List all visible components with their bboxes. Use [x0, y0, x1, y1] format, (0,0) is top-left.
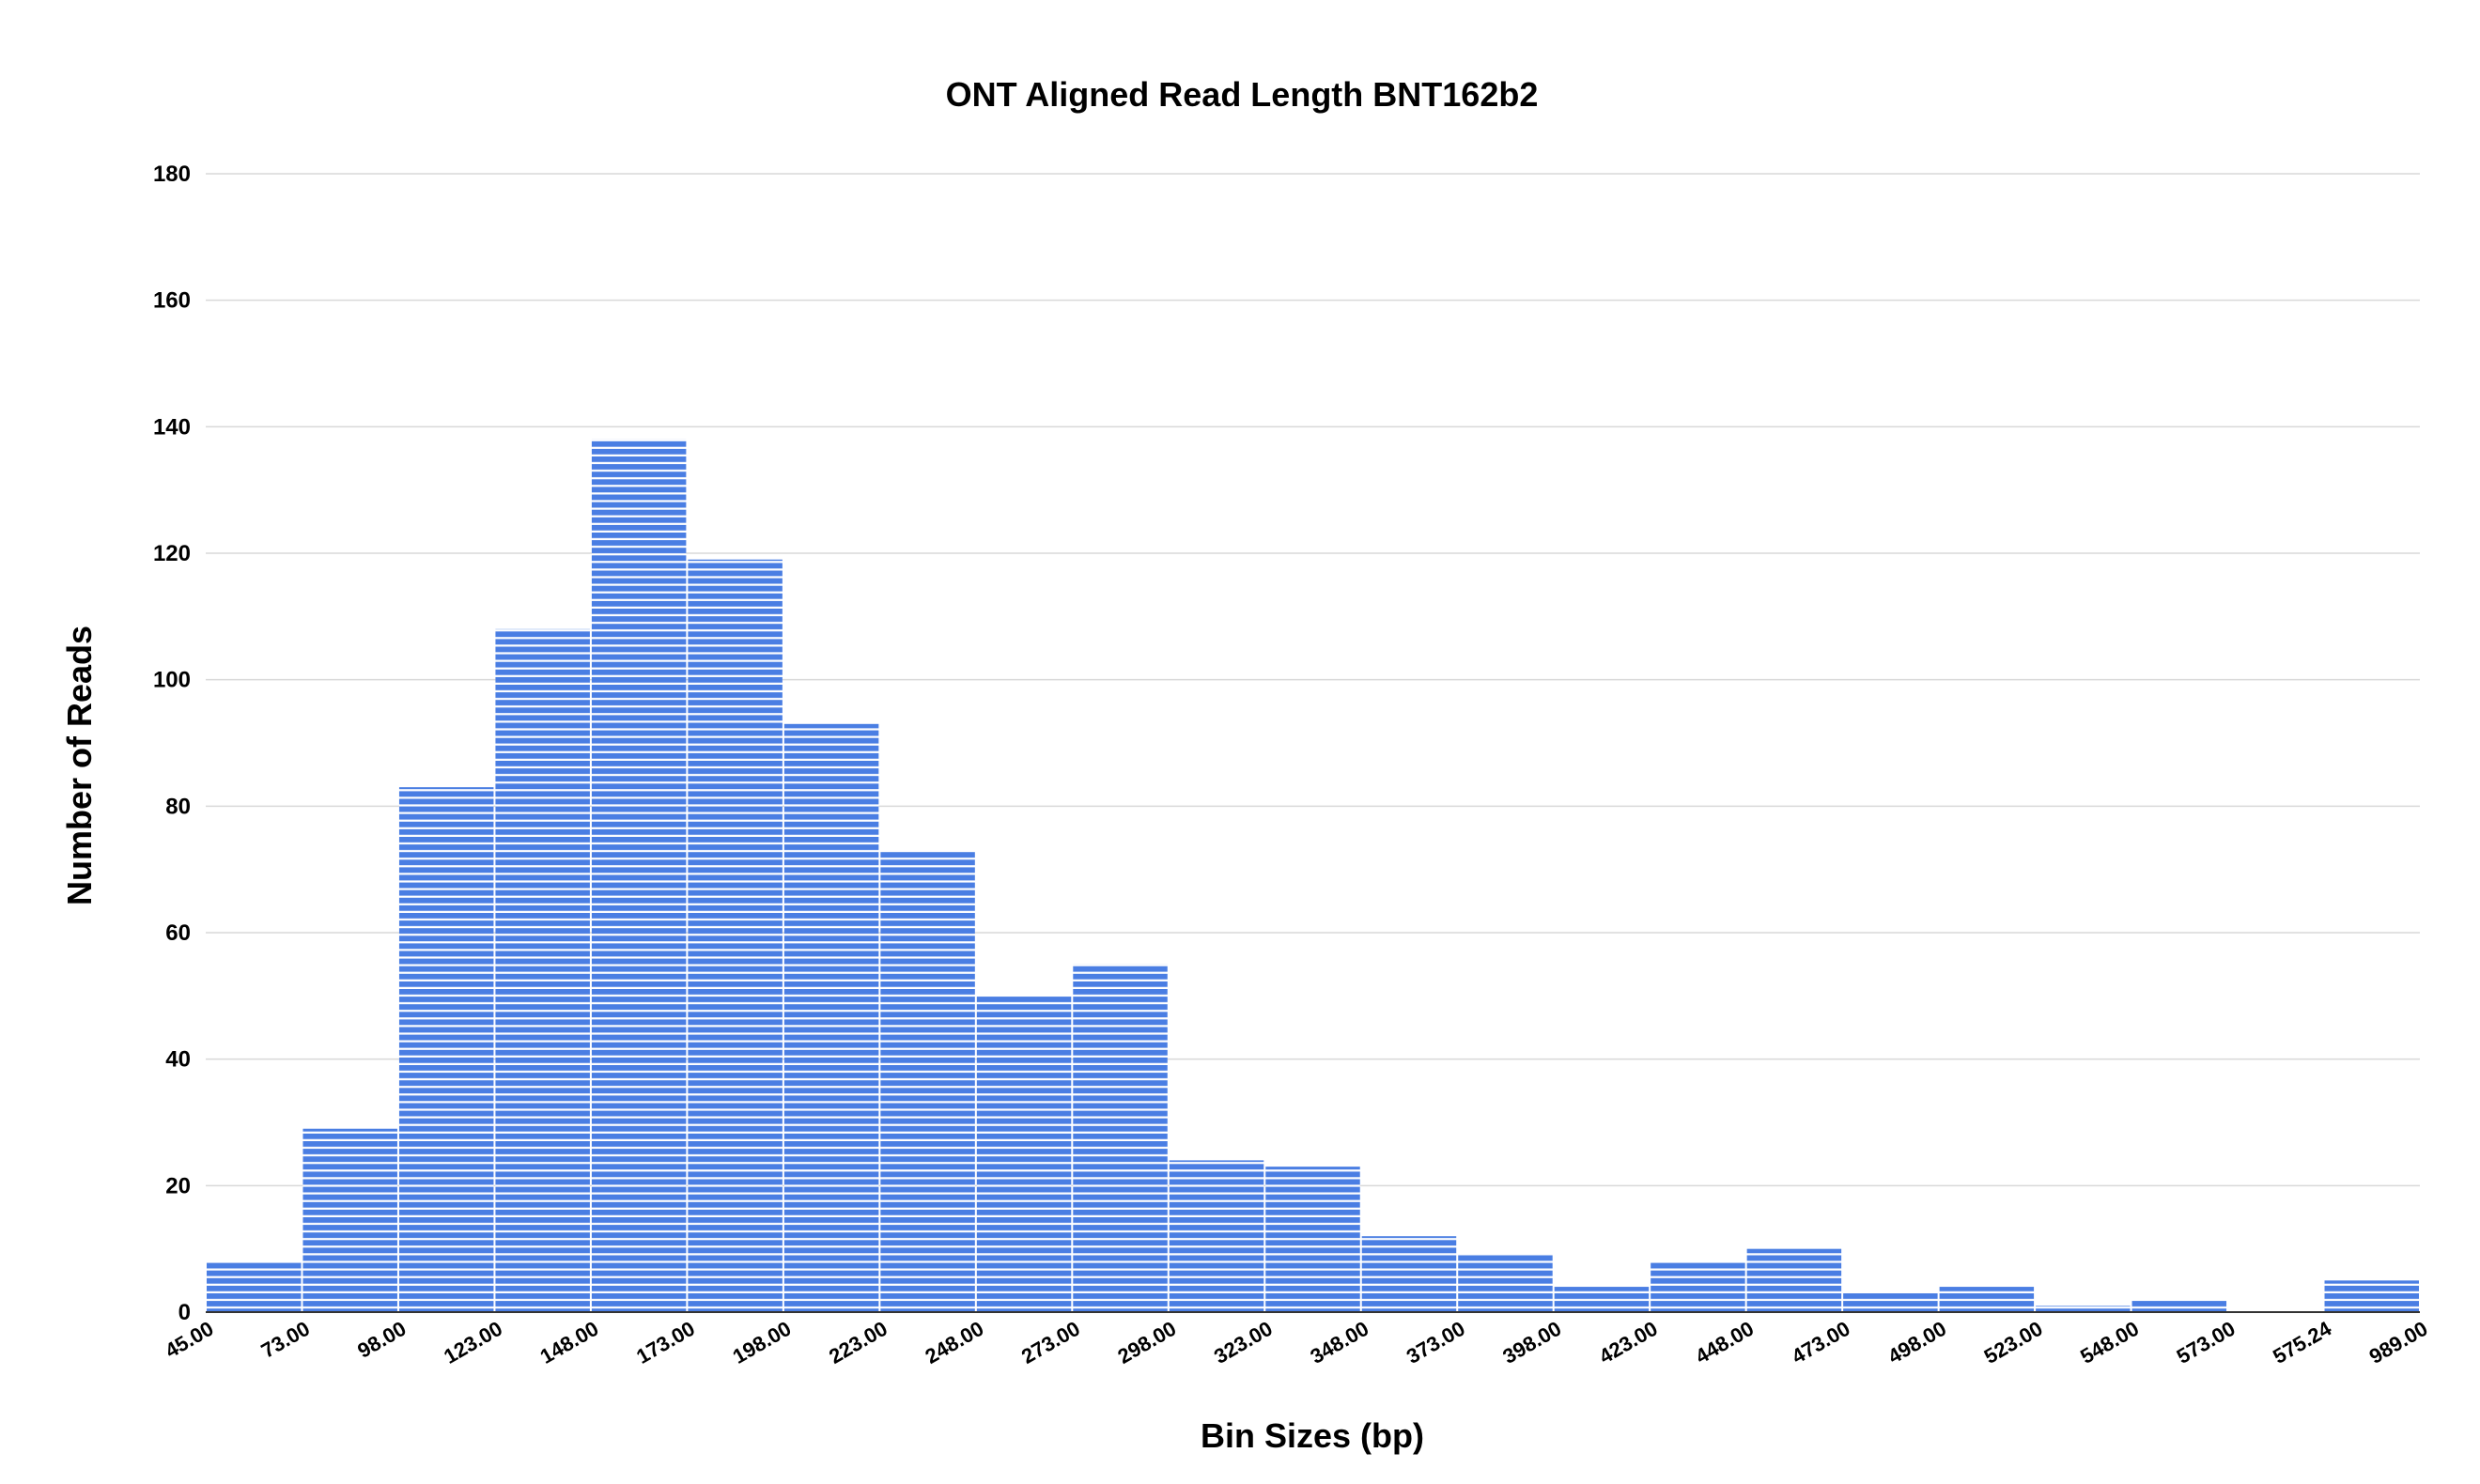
x-tick-label: 273.00: [1017, 1317, 1084, 1368]
chart-title: ONT Aligned Read Length BNT162b2: [946, 75, 1539, 114]
x-tick-label: 148.00: [536, 1317, 603, 1368]
x-tick-label: 198.00: [729, 1317, 796, 1368]
x-tick-label: 398.00: [1498, 1317, 1565, 1368]
histogram-bar: [1361, 1236, 1457, 1312]
histogram-bar: [1843, 1292, 1938, 1312]
histogram-bar: [495, 628, 590, 1312]
histogram-bar: [688, 559, 783, 1312]
y-tick-label: 60: [165, 920, 191, 946]
x-tick-label: 173.00: [632, 1317, 699, 1368]
histogram-bar: [2036, 1306, 2131, 1312]
x-tick-label: 348.00: [1306, 1317, 1372, 1368]
x-tick-label: 989.00: [2365, 1317, 2432, 1368]
histogram-bar: [1746, 1248, 1842, 1312]
histogram-bar: [1169, 1160, 1264, 1312]
x-tick-label: 473.00: [1788, 1317, 1854, 1368]
x-tick-label: 373.00: [1403, 1317, 1469, 1368]
histogram-bar: [976, 996, 1072, 1312]
x-tick-label: 573.00: [2173, 1317, 2240, 1368]
histogram-bar: [1939, 1287, 2035, 1312]
x-tick-label: 498.00: [1883, 1317, 1950, 1368]
x-tick-label: 575.24: [2269, 1316, 2335, 1368]
x-tick-label: 298.00: [1114, 1317, 1181, 1368]
x-axis-title: Bin Sizes (bp): [1201, 1416, 1424, 1455]
histogram-bar: [398, 787, 494, 1312]
y-tick-label: 180: [153, 162, 191, 187]
x-tick-label: 548.00: [2076, 1317, 2143, 1368]
histogram-bar: [591, 439, 687, 1312]
x-tick-label: 523.00: [1980, 1317, 2047, 1368]
histogram-bar: [1073, 964, 1168, 1312]
bars: [206, 439, 2420, 1313]
histogram-bar: [302, 1128, 397, 1312]
y-tick-label: 0: [178, 1300, 191, 1325]
y-axis-ticks: 0 20 40 60 80 100 120 140 160 180: [153, 162, 191, 1325]
histogram-bar: [1554, 1287, 1650, 1312]
x-tick-label: 98.00: [353, 1317, 410, 1363]
histogram-bar: [1458, 1255, 1553, 1312]
y-tick-label: 140: [153, 414, 191, 440]
x-tick-label: 73.00: [257, 1317, 314, 1363]
x-tick-label: 123.00: [440, 1317, 506, 1368]
y-tick-label: 160: [153, 288, 191, 314]
x-axis-ticks: 45.00 73.00 98.00 123.00 148.00 173.00 198.00 2…: [161, 1316, 2431, 1368]
x-tick-label: 448.00: [1691, 1317, 1758, 1368]
y-tick-label: 80: [165, 794, 191, 819]
histogram-bar: [207, 1261, 302, 1312]
y-tick-label: 100: [153, 668, 191, 693]
histogram-bar: [880, 850, 975, 1312]
x-tick-label: 423.00: [1595, 1317, 1662, 1368]
x-tick-label: 248.00: [922, 1317, 988, 1368]
histogram-bar: [1265, 1167, 1360, 1312]
histogram-bar: [1651, 1261, 1745, 1312]
histogram-bar: [2131, 1299, 2227, 1312]
x-tick-label: 323.00: [1210, 1317, 1277, 1368]
y-tick-label: 120: [153, 541, 191, 566]
y-tick-label: 40: [165, 1047, 191, 1073]
y-tick-label: 20: [165, 1173, 191, 1198]
histogram-bar: [2324, 1280, 2419, 1312]
x-tick-label: 223.00: [825, 1317, 891, 1368]
histogram-bar: [783, 723, 879, 1312]
y-axis-title: Number of Reads: [60, 626, 99, 905]
